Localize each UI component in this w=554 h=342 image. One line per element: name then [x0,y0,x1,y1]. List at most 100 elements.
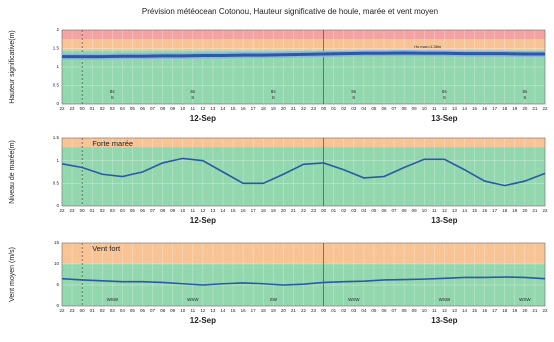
direction-label: WSW [439,297,451,302]
x-tick-label: 07 [392,106,398,111]
x-tick-label: 18 [261,308,267,313]
x-tick-label: 13 [452,208,458,213]
x-tick-label: 07 [150,308,156,313]
x-tick-label: 06 [381,308,387,313]
x-tick-label: 21 [291,106,297,111]
x-tick-label: 18 [502,106,508,111]
x-tick-label: 15 [231,106,237,111]
x-tick-label: 14 [220,106,226,111]
period-label: 8s [442,89,448,94]
x-tick-label: 09 [412,106,418,111]
x-tick-label: 01 [90,208,96,213]
x-tick-label: 01 [331,208,337,213]
y-tick-label: 0 [56,303,59,308]
y-tick-label: 1 [56,64,59,69]
x-tick-label: 09 [170,308,176,313]
x-tick-label: 05 [371,208,377,213]
x-tick-label: 10 [422,208,428,213]
date-label: 12-Sep [190,216,216,225]
threshold-band [62,39,545,51]
x-tick-label: 00 [321,308,327,313]
x-tick-label: 14 [462,106,468,111]
x-tick-label: 12 [442,308,448,313]
annotation: Hs max=1.38m [414,44,442,49]
x-tick-label: 16 [241,308,247,313]
x-tick-label: 22 [542,208,548,213]
x-tick-label: 06 [140,308,146,313]
y-tick-label: 0.5 [53,83,60,88]
x-tick-label: 12 [200,106,206,111]
x-tick-label: 14 [462,208,468,213]
x-tick-label: 18 [261,106,267,111]
x-tick-label: 19 [512,106,518,111]
x-tick-label: 09 [412,208,418,213]
x-tick-label: 03 [351,106,357,111]
x-tick-label: 10 [422,308,428,313]
x-tick-label: 04 [361,208,367,213]
x-tick-label: 21 [532,106,538,111]
x-tick-label: 03 [351,308,357,313]
date-label: 12-Sep [190,316,216,325]
x-tick-label: 16 [482,308,488,313]
x-tick-label: 21 [291,308,297,313]
direction-label: S [443,95,446,100]
x-tick-label: 06 [381,208,387,213]
x-tick-label: 17 [251,106,257,111]
x-tick-label: 17 [492,106,498,111]
direction-label: SW [270,297,278,302]
x-tick-label: 23 [311,208,317,213]
x-tick-label: 23 [311,106,317,111]
direction-label: WSW [348,297,360,302]
x-tick-label: 16 [482,208,488,213]
x-tick-label: 20 [281,106,287,111]
x-tick-label: 00 [80,106,86,111]
threshold-band [62,50,545,104]
x-tick-label: 21 [532,308,538,313]
x-tick-label: 01 [331,106,337,111]
period-label: 8s [522,89,528,94]
x-tick-label: 13 [452,106,458,111]
x-tick-label: 20 [281,308,287,313]
direction-label: WSW [519,297,531,302]
x-tick-label: 07 [392,308,398,313]
x-tick-label: 13 [210,106,216,111]
x-tick-label: 18 [261,208,267,213]
x-tick-label: 08 [402,106,408,111]
x-tick-label: 04 [120,308,126,313]
chart-title: Prévision météocean Cotonou, Hauteur sig… [142,7,438,16]
y-tick-label: 1.5 [53,46,60,51]
x-tick-label: 05 [130,208,136,213]
x-tick-label: 17 [492,208,498,213]
x-tick-label: 16 [241,208,247,213]
x-tick-label: 08 [402,208,408,213]
direction-label: S [191,95,194,100]
x-tick-label: 01 [90,308,96,313]
x-tick-label: 15 [231,308,237,313]
x-tick-label: 06 [381,106,387,111]
x-tick-label: 02 [341,106,347,111]
x-tick-label: 14 [220,308,226,313]
x-tick-label: 07 [150,208,156,213]
threshold-band [62,147,545,206]
x-tick-label: 17 [251,308,257,313]
band-label: Vent fort [92,244,121,253]
date-label: 13-Sep [431,316,457,325]
x-tick-label: 22 [542,308,548,313]
x-tick-label: 19 [512,208,518,213]
period-label: 8s [351,89,357,94]
x-tick-label: 00 [80,208,86,213]
x-tick-label: 22 [59,106,65,111]
threshold-band [62,138,545,148]
x-tick-label: 02 [100,308,106,313]
plot-frame [61,242,546,307]
x-tick-label: 19 [271,308,277,313]
x-tick-label: 18 [502,208,508,213]
x-tick-label: 10 [180,308,186,313]
date-label: 12-Sep [190,114,216,123]
period-label: 8s [110,89,116,94]
x-tick-label: 11 [190,308,195,313]
x-tick-label: 10 [180,106,186,111]
x-tick-label: 06 [140,106,146,111]
x-tick-label: 13 [210,208,216,213]
